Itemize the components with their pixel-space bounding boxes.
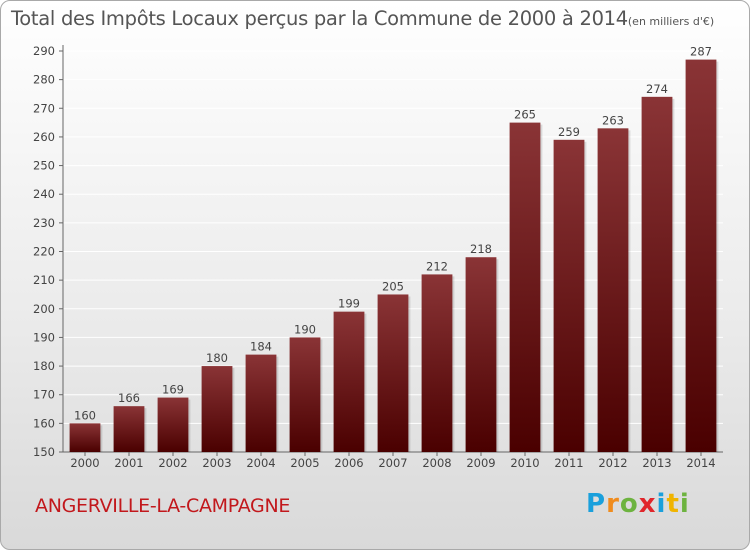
y-tick-label: 280 (33, 73, 55, 87)
data-label: 160 (74, 408, 96, 422)
x-tick-label: 2008 (422, 456, 451, 470)
y-tick-label: 180 (33, 359, 55, 373)
bar (465, 257, 497, 452)
data-label: 263 (602, 113, 624, 127)
logo-letter: x (638, 489, 657, 519)
x-tick-label: 2014 (686, 456, 715, 470)
x-tick-label: 2011 (554, 456, 583, 470)
logo-letter: P (586, 489, 607, 519)
y-tick-label: 260 (33, 130, 55, 144)
x-tick-label: 2003 (202, 456, 231, 470)
bar (685, 59, 717, 452)
x-tick-label: 2006 (334, 456, 363, 470)
x-tick-label: 2005 (290, 456, 319, 470)
data-label: 184 (250, 340, 272, 354)
x-tick-label: 2012 (598, 456, 627, 470)
bars (69, 59, 719, 453)
logo-letter: o (619, 489, 639, 519)
bar (421, 274, 453, 452)
y-tick-label: 150 (33, 445, 55, 459)
proxiti-logo: Proxiti (586, 489, 690, 519)
y-tick-label: 200 (33, 302, 55, 316)
x-tick-label: 2002 (158, 456, 187, 470)
y-tick-label: 270 (33, 101, 55, 115)
y-tick-label: 230 (33, 216, 55, 230)
bar (553, 139, 585, 453)
logo-letter: t (666, 489, 680, 519)
y-tick-label: 190 (33, 330, 55, 344)
data-label: 199 (338, 297, 360, 311)
bar (377, 294, 409, 452)
bar (597, 128, 629, 452)
data-label: 169 (162, 383, 184, 397)
logo-letter: r (606, 489, 620, 519)
bar (333, 311, 365, 452)
data-label: 205 (382, 279, 404, 293)
data-label: 259 (558, 125, 580, 139)
x-tick-label: 2007 (378, 456, 407, 470)
y-tick-label: 240 (33, 187, 55, 201)
data-label: 265 (514, 108, 536, 122)
bar (245, 354, 277, 452)
chart-title-block: Total des Impôts Locaux perçus par la Co… (11, 7, 714, 30)
chart-subtitle: (en milliers d'€) (627, 15, 715, 28)
y-tick-label: 210 (33, 273, 55, 287)
bar (69, 423, 101, 452)
y-tick-label: 170 (33, 388, 55, 402)
x-tick-label: 2000 (70, 456, 99, 470)
data-label: 212 (426, 259, 448, 273)
chart-title: Total des Impôts Locaux perçus par la Co… (11, 7, 628, 30)
x-tick-label: 2001 (114, 456, 143, 470)
logo-letter: i (679, 489, 690, 519)
logo-letter: i (656, 489, 667, 519)
data-label: 287 (690, 45, 712, 59)
bar (157, 397, 189, 452)
y-tick-label: 160 (33, 416, 55, 430)
x-tick-label: 2013 (642, 456, 671, 470)
data-label: 218 (470, 242, 492, 256)
labels: 2000 160 2001 166 2002 169 2003 180 2004 184 2005 1… (70, 45, 715, 470)
bar (289, 337, 321, 452)
bar (201, 366, 233, 452)
y-tick-label: 220 (33, 245, 55, 259)
data-label: 166 (118, 391, 140, 405)
x-tick-label: 2010 (510, 456, 539, 470)
bar (509, 122, 541, 452)
y-tick-label: 290 (33, 44, 55, 58)
y-tick-label: 250 (33, 159, 55, 173)
commune-name: ANGERVILLE-LA-CAMPAGNE (35, 495, 291, 517)
x-tick-label: 2009 (466, 456, 495, 470)
data-label: 180 (206, 351, 228, 365)
bar (113, 406, 145, 452)
x-tick-label: 2004 (246, 456, 275, 470)
bar (641, 96, 673, 452)
data-label: 274 (646, 82, 668, 96)
data-label: 190 (294, 322, 316, 336)
